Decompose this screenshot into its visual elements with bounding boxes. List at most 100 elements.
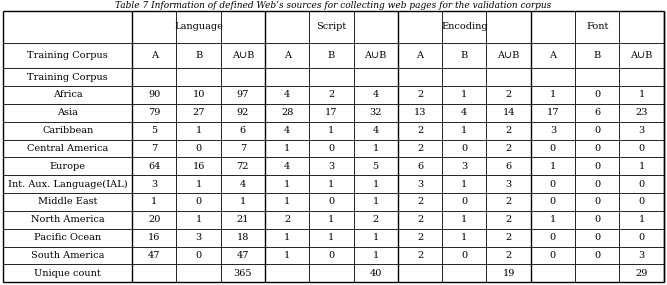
Text: 0: 0: [594, 162, 600, 171]
Text: 2: 2: [284, 215, 290, 224]
Text: North America: North America: [31, 215, 105, 224]
Text: 0: 0: [550, 198, 556, 206]
Text: 6: 6: [506, 162, 512, 171]
Text: 1: 1: [284, 198, 290, 206]
Text: 365: 365: [233, 269, 252, 278]
Text: 0: 0: [594, 233, 600, 242]
Text: 1: 1: [638, 162, 644, 171]
Text: 79: 79: [148, 108, 161, 117]
Text: Language: Language: [174, 23, 223, 31]
Text: Encoding: Encoding: [441, 23, 488, 31]
Text: 6: 6: [594, 108, 600, 117]
Text: 4: 4: [461, 108, 468, 117]
Text: 0: 0: [594, 215, 600, 224]
Text: 29: 29: [636, 269, 648, 278]
Text: 2: 2: [417, 215, 423, 224]
Text: Africa: Africa: [53, 91, 83, 99]
Text: Script: Script: [316, 23, 347, 31]
Text: Training Corpus: Training Corpus: [27, 73, 108, 82]
Text: 3: 3: [151, 180, 157, 189]
Text: 0: 0: [594, 126, 600, 135]
Text: 90: 90: [148, 91, 160, 99]
Text: 1: 1: [373, 180, 379, 189]
Text: 0: 0: [195, 251, 201, 260]
Text: B: B: [195, 51, 202, 60]
Text: 0: 0: [638, 198, 644, 206]
Text: 2: 2: [506, 233, 512, 242]
Text: 0: 0: [550, 144, 556, 153]
Text: Central America: Central America: [27, 144, 108, 153]
Text: 6: 6: [417, 162, 423, 171]
Text: 6: 6: [239, 126, 246, 135]
Text: 1: 1: [461, 126, 468, 135]
Text: 0: 0: [328, 251, 334, 260]
Text: 1: 1: [638, 215, 644, 224]
Text: 0: 0: [550, 180, 556, 189]
Text: 0: 0: [594, 251, 600, 260]
Text: A∪B: A∪B: [365, 51, 387, 60]
Text: 1: 1: [284, 251, 290, 260]
Text: 1: 1: [328, 233, 335, 242]
Text: 3: 3: [550, 126, 556, 135]
Text: 21: 21: [237, 215, 249, 224]
Text: Font: Font: [586, 23, 608, 31]
Text: 0: 0: [550, 251, 556, 260]
Text: 2: 2: [373, 215, 379, 224]
Text: 1: 1: [239, 198, 246, 206]
Text: 1: 1: [373, 198, 379, 206]
Text: Caribbean: Caribbean: [42, 126, 93, 135]
Text: South America: South America: [31, 251, 105, 260]
Text: 1: 1: [373, 233, 379, 242]
Text: 2: 2: [417, 91, 423, 99]
Text: 4: 4: [373, 91, 379, 99]
Text: 1: 1: [151, 198, 157, 206]
Text: 0: 0: [594, 144, 600, 153]
Text: 97: 97: [237, 91, 249, 99]
Text: A∪B: A∪B: [498, 51, 520, 60]
Text: 1: 1: [328, 126, 335, 135]
Text: 1: 1: [373, 144, 379, 153]
Text: 1: 1: [461, 215, 468, 224]
Text: 1: 1: [550, 215, 556, 224]
Text: 1: 1: [328, 215, 335, 224]
Text: A∪B: A∪B: [231, 51, 254, 60]
Text: 0: 0: [195, 144, 201, 153]
Text: 3: 3: [417, 180, 423, 189]
Text: 0: 0: [328, 144, 334, 153]
Text: 4: 4: [373, 126, 379, 135]
Text: 1: 1: [328, 180, 335, 189]
Text: A: A: [283, 51, 291, 60]
Text: B: B: [594, 51, 601, 60]
Text: A: A: [151, 51, 158, 60]
Text: 64: 64: [148, 162, 161, 171]
Text: 2: 2: [417, 233, 423, 242]
Text: 5: 5: [373, 162, 379, 171]
Text: Pacific Ocean: Pacific Ocean: [34, 233, 101, 242]
Text: 2: 2: [328, 91, 335, 99]
Text: 0: 0: [462, 251, 468, 260]
Text: 2: 2: [506, 126, 512, 135]
Text: Int. Aux. Language(IAL): Int. Aux. Language(IAL): [8, 180, 127, 189]
Text: 0: 0: [594, 91, 600, 99]
Text: Europe: Europe: [50, 162, 86, 171]
Text: 3: 3: [638, 251, 644, 260]
Text: 0: 0: [328, 198, 334, 206]
Text: 0: 0: [462, 198, 468, 206]
Text: 1: 1: [195, 180, 201, 189]
Text: A: A: [550, 51, 556, 60]
Text: 7: 7: [151, 144, 157, 153]
Text: 2: 2: [417, 126, 423, 135]
Text: 18: 18: [237, 233, 249, 242]
Text: Table 7 Information of defined Web’s sources for collecting web pages for the va: Table 7 Information of defined Web’s sou…: [115, 1, 552, 11]
Text: 47: 47: [148, 251, 161, 260]
Text: 1: 1: [638, 91, 644, 99]
Text: 1: 1: [284, 180, 290, 189]
Text: 7: 7: [239, 144, 246, 153]
Text: 2: 2: [506, 198, 512, 206]
Text: 0: 0: [594, 198, 600, 206]
Text: 0: 0: [638, 144, 644, 153]
Text: Asia: Asia: [57, 108, 78, 117]
Text: 1: 1: [550, 91, 556, 99]
Text: 3: 3: [506, 180, 512, 189]
Text: 40: 40: [370, 269, 382, 278]
